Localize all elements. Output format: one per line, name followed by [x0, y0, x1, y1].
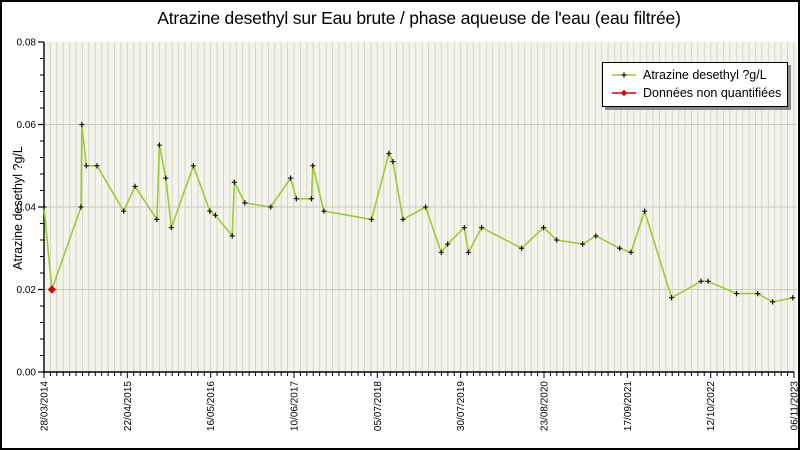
x-tick-label: 06/11/2023: [790, 381, 800, 431]
data-point-marker: [190, 163, 196, 169]
data-point-marker: [770, 299, 776, 305]
data-point-marker: [207, 208, 213, 214]
data-point-marker: [479, 225, 485, 231]
data-point-marker: [617, 245, 623, 251]
data-point-marker: [540, 225, 547, 231]
data-point-marker: [465, 249, 471, 255]
y-tick-label: 0.08: [17, 38, 37, 49]
x-tick-label: 12/10/2022: [706, 381, 717, 431]
x-tick-label: 22/04/2015: [123, 381, 134, 431]
data-point-marker: [461, 225, 467, 231]
x-tick-label: 10/06/2017: [290, 381, 301, 431]
data-point-marker: [554, 237, 560, 243]
x-tick-label: 28/03/2014: [40, 381, 51, 431]
data-point-marker: [287, 175, 294, 181]
data-point-marker: [308, 196, 315, 202]
data-point-marker: [386, 150, 392, 156]
data-point-marker: [154, 216, 160, 222]
legend-box: Atrazine desethyl ?g/L Données non quanti…: [602, 62, 788, 107]
data-point-marker: [156, 142, 162, 148]
data-point-marker: [755, 291, 761, 297]
data-point-marker: [400, 216, 406, 222]
data-point-marker: [368, 216, 375, 222]
data-point-marker: [705, 278, 711, 284]
x-tick-label: 17/09/2021: [623, 381, 634, 431]
data-point-marker: [293, 196, 299, 202]
y-tick-label: 0.02: [17, 285, 37, 296]
legend-entry: Atrazine desethyl ?g/L: [609, 66, 781, 84]
data-point-marker: [121, 208, 127, 214]
data-point-marker: [321, 208, 327, 214]
data-point-marker: [163, 175, 169, 181]
legend-entry: Données non quantifiées: [609, 84, 781, 102]
data-point-marker: [593, 233, 599, 239]
series-legend-icon: [612, 72, 636, 78]
data-point-marker: [83, 163, 89, 169]
data-point-marker: [438, 249, 444, 255]
data-point-marker: [79, 121, 85, 128]
y-tick-label: 0.06: [17, 120, 37, 131]
data-point-marker: [78, 204, 84, 210]
data-point-marker: [445, 241, 451, 247]
data-point-marker: [580, 241, 586, 247]
data-point-marker: [628, 249, 634, 255]
x-tick-label: 16/05/2016: [206, 381, 217, 431]
data-point-marker: [642, 208, 648, 214]
x-tick-label: 05/07/2018: [373, 381, 384, 431]
data-point-marker: [268, 204, 274, 210]
data-point-marker: [733, 291, 740, 297]
data-point-marker: [668, 295, 675, 301]
data-point-marker: [310, 163, 316, 169]
data-point-marker: [132, 183, 138, 189]
data-point-marker: [212, 212, 218, 218]
y-tick-label: 0.00: [17, 368, 37, 379]
data-point-marker: [790, 295, 796, 301]
data-point-marker: [168, 225, 174, 231]
x-tick-label: 30/07/2019: [456, 381, 467, 431]
legend-entry-label: Données non quantifiées: [643, 86, 782, 100]
data-point-marker: [698, 278, 704, 284]
data-point-marker: [41, 204, 47, 210]
unquantified-legend-icon: [612, 89, 636, 97]
data-point-marker: [231, 179, 237, 185]
data-point-marker: [94, 163, 100, 169]
data-point-marker: [518, 245, 525, 251]
unquantified-point-marker: [47, 285, 57, 294]
data-point-marker: [390, 159, 396, 165]
chart-title: Atrazine desethyl sur Eau brute / phase …: [157, 8, 681, 28]
legend-entry-label: Atrazine desethyl ?g/L: [643, 68, 767, 82]
y-tick-label: 0.04: [17, 203, 37, 214]
data-point-marker: [229, 233, 235, 239]
data-point-marker: [423, 204, 429, 210]
data-point-marker: [242, 200, 248, 206]
x-tick-label: 23/08/2020: [540, 381, 551, 431]
